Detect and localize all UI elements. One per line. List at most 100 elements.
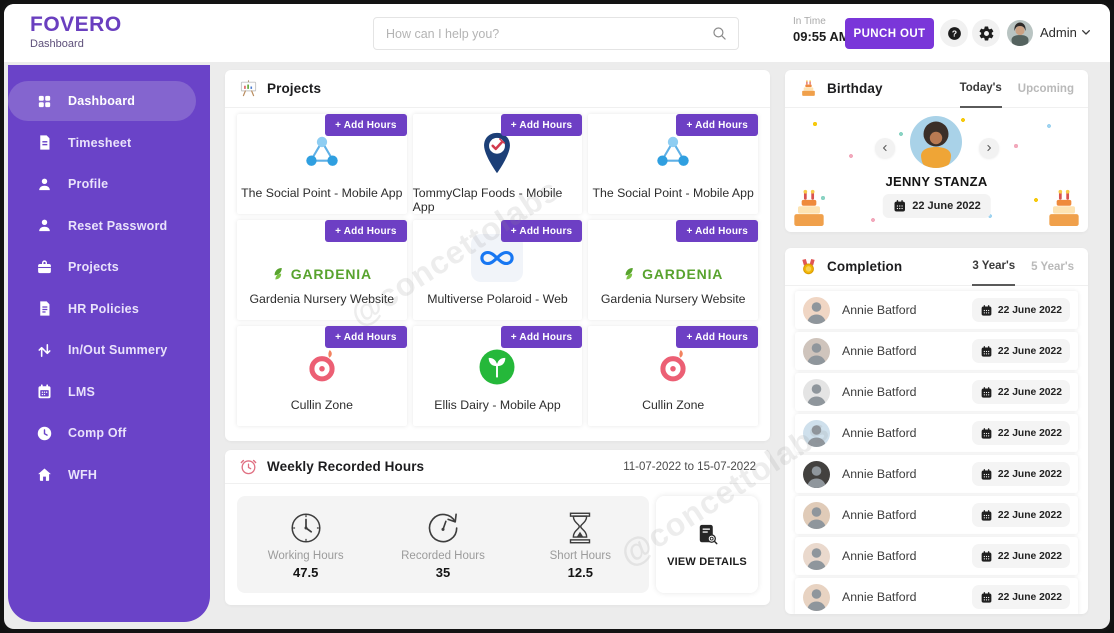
calendar-icon	[980, 345, 993, 358]
stat-label: Working Hours	[267, 550, 344, 562]
completion-row[interactable]: Annie Batford 22 June 2022	[795, 455, 1078, 493]
search-bar[interactable]	[373, 17, 739, 50]
projects-title: Projects	[267, 81, 322, 96]
completion-row[interactable]: Annie Batford 22 June 2022	[795, 332, 1078, 370]
sidebar-item-in-out-summery[interactable]: In/Out Summery	[8, 330, 210, 370]
add-hours-button[interactable]: + Add Hours	[676, 326, 758, 348]
sidebar-item-hr-policies[interactable]: HR Policies	[8, 289, 210, 329]
project-name: Gardenia Nursery Website	[600, 292, 746, 306]
refresh-clock-icon	[424, 509, 462, 547]
calendar-icon	[980, 550, 993, 563]
completion-date-badge: 22 June 2022	[971, 503, 1070, 527]
sidebar-item-comp-off[interactable]: Comp Off	[8, 413, 210, 453]
gear-icon	[978, 25, 995, 42]
birthday-prev-button[interactable]	[875, 138, 895, 158]
calendar-icon	[980, 427, 993, 440]
settings-button[interactable]	[972, 19, 1000, 47]
birthday-date: 22 June 2022	[912, 200, 981, 212]
project-name: Cullin Zone	[642, 398, 705, 412]
completion-row[interactable]: Annie Batford 22 June 2022	[795, 496, 1078, 534]
completion-date-badge: 22 June 2022	[971, 339, 1070, 363]
multiverse-logo	[471, 234, 524, 282]
project-tile[interactable]: + Add Hours Multiverse Polaroid - Web	[412, 220, 583, 320]
top-header: FOVERO Dashboard In Time 09:55 AM PUNCH …	[4, 4, 1110, 62]
tab-5-years[interactable]: 5 Year's	[1031, 260, 1074, 273]
completion-row[interactable]: Annie Batford 22 June 2022	[795, 373, 1078, 411]
tab-3-years[interactable]: 3 Year's	[972, 248, 1016, 286]
sidebar-item-label: Timesheet	[68, 135, 132, 150]
add-hours-button[interactable]: + Add Hours	[500, 114, 583, 136]
sidebar-item-profile[interactable]: Profile	[8, 164, 210, 204]
employee-avatar	[803, 419, 830, 447]
cullin-zone-logo	[651, 344, 695, 388]
project-tile[interactable]: + Add Hours GARDENIA Gardenia Nursery We…	[588, 220, 758, 320]
person-silhouette-icon	[803, 338, 830, 365]
completion-row[interactable]: Annie Batford 22 June 2022	[795, 537, 1078, 575]
sidebar-item-reset-password[interactable]: Reset Password	[8, 206, 210, 246]
project-tile[interactable]: + Add Hours Ellis Dairy - Mobile App	[412, 326, 583, 426]
completion-date: 22 June 2022	[997, 468, 1062, 480]
cullin-zone-logo	[300, 344, 344, 388]
reset-password-icon	[36, 217, 53, 234]
stat-label: Recorded Hours	[401, 550, 485, 562]
project-tile[interactable]: + Add Hours Cullin Zone	[237, 326, 407, 426]
hr-policies-icon	[36, 300, 53, 317]
sidebar-item-wfh[interactable]: WFH	[8, 455, 210, 495]
app-logo: FOVERO Dashboard	[30, 13, 122, 50]
project-tile[interactable]: + Add Hours The Social Point - Mobile Ap…	[588, 114, 758, 214]
punch-out-button[interactable]: PUNCH OUT	[845, 18, 934, 49]
sidebar-item-projects[interactable]: Projects	[8, 247, 210, 287]
sidebar-item-label: In/Out Summery	[68, 343, 168, 357]
sidebar-item-timesheet[interactable]: Timesheet	[8, 123, 210, 163]
project-name: TommyClap Foods - Mobile App	[412, 186, 563, 214]
add-hours-button[interactable]: + Add Hours	[676, 114, 758, 136]
sidebar-item-label: Profile	[68, 177, 109, 191]
app-screen: FOVERO Dashboard In Time 09:55 AM PUNCH …	[4, 4, 1110, 629]
project-name: Ellis Dairy - Mobile App	[434, 398, 561, 412]
project-tile[interactable]: + Add Hours Cullin Zone	[588, 326, 758, 426]
birthday-card: Birthday Today's Upcoming JENNY STANZA 2…	[785, 70, 1088, 232]
sidebar-item-dashboard[interactable]: Dashboard	[8, 81, 196, 121]
employee-name: Annie Batford	[842, 426, 917, 440]
gardenia-leaf-icon	[272, 265, 289, 282]
tab-upcoming[interactable]: Upcoming	[1017, 82, 1074, 95]
project-tile[interactable]: + Add Hours TommyClap Foods - Mobile App	[412, 114, 583, 214]
birthday-next-button[interactable]	[979, 138, 999, 158]
employee-avatar	[803, 501, 830, 529]
person-silhouette-icon	[803, 543, 830, 570]
search-input[interactable]	[386, 26, 711, 41]
view-details-button[interactable]: VIEW DETAILS	[656, 496, 758, 593]
tab-todays[interactable]: Today's	[959, 70, 1002, 108]
completion-row[interactable]: Annie Batford 22 June 2022	[795, 578, 1078, 614]
employee-name: Annie Batford	[842, 508, 917, 522]
add-hours-button[interactable]: + Add Hours	[325, 114, 407, 136]
weekly-date-range: 11-07-2022 to 15-07-2022	[623, 460, 756, 473]
presentation-board-icon	[239, 79, 258, 98]
add-hours-button[interactable]: + Add Hours	[325, 326, 407, 348]
sidebar-item-label: Reset Password	[68, 218, 168, 233]
calendar-icon	[980, 509, 993, 522]
project-tile[interactable]: + Add Hours The Social Point - Mobile Ap…	[237, 114, 407, 214]
sidebar-item-label: Projects	[68, 260, 119, 274]
completion-row[interactable]: Annie Batford 22 June 2022	[795, 414, 1078, 452]
add-hours-button[interactable]: + Add Hours	[325, 220, 407, 242]
search-icon[interactable]	[711, 25, 728, 42]
add-hours-button[interactable]: + Add Hours	[500, 326, 583, 348]
in-out-icon	[36, 342, 53, 359]
sidebar: Dashboard Timesheet Profile Reset Passwo…	[8, 65, 210, 622]
add-hours-button[interactable]: + Add Hours	[500, 220, 583, 242]
birthday-tabs: Today's Upcoming	[959, 70, 1074, 108]
person-silhouette-icon	[803, 461, 830, 488]
calendar-icon	[980, 591, 993, 604]
completion-date: 22 June 2022	[997, 509, 1062, 521]
chevron-down-icon[interactable]	[1078, 24, 1094, 40]
completion-row[interactable]: Annie Batford 22 June 2022	[795, 291, 1078, 329]
add-hours-button[interactable]: + Add Hours	[676, 220, 758, 242]
stat-label: Short Hours	[549, 550, 611, 562]
logo-subtitle: Dashboard	[30, 38, 84, 50]
user-avatar[interactable]	[1007, 20, 1033, 46]
help-button[interactable]	[940, 19, 968, 47]
calendar-icon	[980, 468, 993, 481]
project-tile[interactable]: + Add Hours GARDENIA Gardenia Nursery We…	[237, 220, 407, 320]
sidebar-item-lms[interactable]: LMS	[8, 372, 210, 412]
